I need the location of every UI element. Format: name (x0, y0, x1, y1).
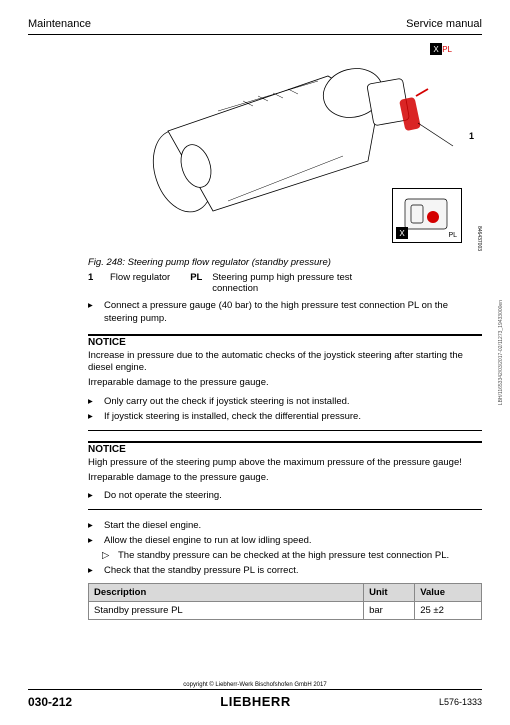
step-text: Start the diesel engine. (104, 520, 201, 533)
notice-bullet: ▸ Only carry out the check if joystick s… (88, 396, 482, 409)
legend-text: Flow regulator (110, 272, 170, 294)
step-item: ▸ Start the diesel engine. (88, 520, 482, 533)
figure-caption: Fig. 248: Steering pump flow regulator (… (88, 257, 482, 268)
step-list: ▸ Connect a pressure gauge (40 bar) to t… (88, 300, 482, 326)
legend-key: PL (190, 272, 204, 294)
side-reference: LBH/11653342/03/2017-02/11273_19433000en (498, 300, 504, 405)
notice-bullets: ▸ Do not operate the steering. (88, 490, 482, 503)
figure-area: X PL 1 X PL 846437003 (88, 43, 482, 253)
table-cell: Standby pressure PL (89, 602, 364, 620)
notice-body: Increase in pressure due to the automati… (88, 350, 482, 376)
callout-1: 1 (469, 131, 474, 141)
step-item: ▸ Allow the diesel engine to run at low … (88, 535, 482, 548)
notice-bullet: ▸ If joystick steering is installed, che… (88, 411, 482, 424)
legend-text: Steering pump high pressure test connect… (212, 272, 372, 294)
step-text: Check that the standby pressure PL is co… (104, 565, 299, 578)
x-marker-icon: X (430, 43, 442, 55)
table-header-row: Description Unit Value (89, 584, 482, 602)
legend-item: 1 Flow regulator (88, 272, 170, 294)
step-sub-item: ▷ The standby pressure can be checked at… (102, 550, 482, 563)
data-table: Description Unit Value Standby pressure … (88, 583, 482, 620)
doc-code: L576-1333 (439, 697, 482, 707)
bullet-text: If joystick steering is installed, check… (104, 411, 361, 424)
notice-title: NOTICE (88, 337, 482, 348)
notice-bullet: ▸ Do not operate the steering. (88, 490, 482, 503)
notice-body: Irreparable damage to the pressure gauge… (88, 377, 482, 390)
figure-ref: 846437003 (476, 226, 482, 251)
legend-item: PL Steering pump high pressure test conn… (190, 272, 372, 294)
brand-logo: LIEBHERR (220, 694, 290, 709)
notice-body: Irreparable damage to the pressure gauge… (88, 472, 482, 485)
page-number: 030-212 (28, 695, 72, 709)
inset-detail: X PL (392, 188, 462, 243)
legend-key: 1 (88, 272, 102, 294)
bullet-text: Only carry out the check if joystick ste… (104, 396, 350, 409)
page-footer: copyright © Liebherr-Werk Bischofshofen … (28, 682, 482, 709)
table-row: Standby pressure PL bar 25 ±2 (89, 602, 482, 620)
notice-divider (88, 430, 482, 431)
callout-x-top: X (430, 43, 442, 55)
bullet-icon: ▸ (88, 300, 98, 326)
table-cell: 25 ±2 (415, 602, 482, 620)
bullet-icon: ▸ (88, 535, 98, 548)
bullet-icon: ▸ (88, 411, 98, 424)
x-marker-icon: X (396, 227, 408, 239)
notice-divider (88, 441, 482, 443)
step-text: The standby pressure can be checked at t… (118, 550, 449, 563)
step-item: ▸ Connect a pressure gauge (40 bar) to t… (88, 300, 482, 326)
step-text: Connect a pressure gauge (40 bar) to the… (104, 300, 482, 326)
notice-divider (88, 509, 482, 510)
figure-legend: 1 Flow regulator PL Steering pump high p… (88, 272, 482, 294)
bullet-icon: ▸ (88, 490, 98, 503)
table-header: Description (89, 584, 364, 602)
step-text: Allow the diesel engine to run at low id… (104, 535, 312, 548)
copyright-text: copyright © Liebherr-Werk Bischofshofen … (28, 682, 482, 688)
bullet-text: Do not operate the steering. (104, 490, 222, 503)
step-item: ▸ Check that the standby pressure PL is … (88, 565, 482, 578)
bullet-icon: ▸ (88, 520, 98, 533)
notice-title: NOTICE (88, 444, 482, 455)
content-area: X PL 1 X PL 846437003 Fig. 248: Steering… (88, 43, 482, 620)
notice-bullets: ▸ Only carry out the check if joystick s… (88, 396, 482, 424)
table-cell: bar (364, 602, 415, 620)
bullet-icon: ▸ (88, 396, 98, 409)
step-list: ▸ Start the diesel engine. ▸ Allow the d… (88, 520, 482, 577)
footer-row: 030-212 LIEBHERR L576-1333 (28, 689, 482, 709)
page-header: Maintenance Service manual (28, 18, 482, 35)
table-header: Unit (364, 584, 415, 602)
inset-pl-label: PL (448, 232, 457, 239)
header-left: Maintenance (28, 18, 91, 30)
bullet-icon: ▸ (88, 565, 98, 578)
inset-x-marker: X (396, 227, 408, 239)
notice-body: High pressure of the steering pump above… (88, 457, 482, 470)
table-header: Value (415, 584, 482, 602)
sub-bullet-icon: ▷ (102, 550, 112, 563)
header-right: Service manual (406, 18, 482, 30)
notice-divider (88, 334, 482, 336)
pl-label-top: PL (442, 45, 452, 54)
